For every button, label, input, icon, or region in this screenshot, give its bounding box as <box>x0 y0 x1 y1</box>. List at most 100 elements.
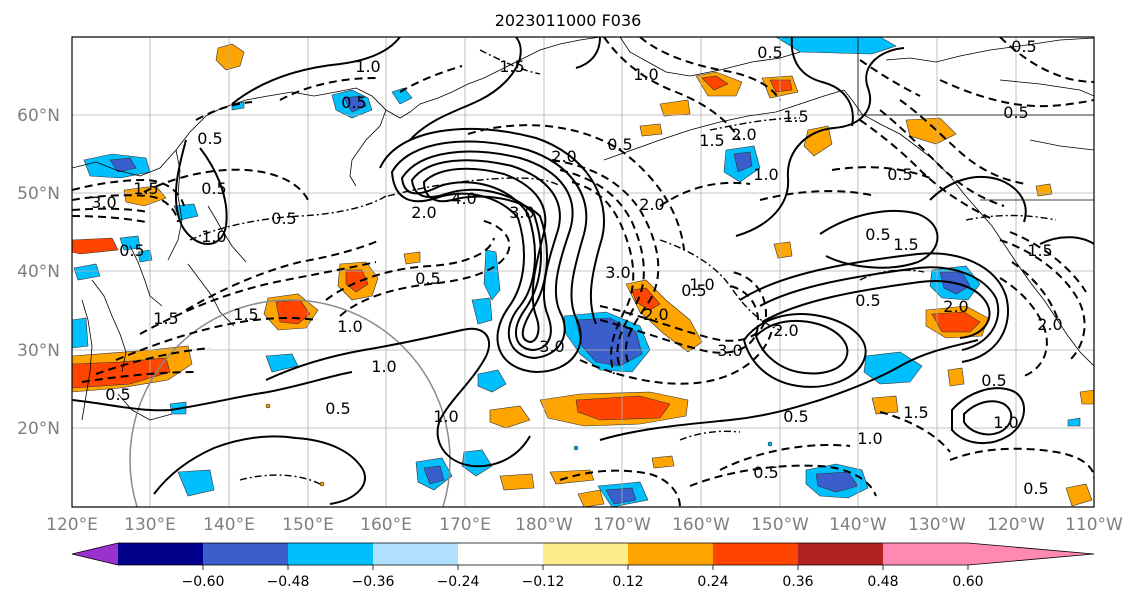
colorbar-extend-high <box>968 543 1094 565</box>
contour-label: 2.0 <box>943 297 968 316</box>
contour-label: 1.5 <box>233 305 258 324</box>
shade-blob <box>773 241 793 259</box>
contour-label: 3.0 <box>91 193 116 212</box>
contour-label: 2.0 <box>411 203 436 222</box>
shade-blob <box>72 237 119 255</box>
shade-blob <box>577 489 605 507</box>
shade-blob <box>863 351 923 385</box>
shade-blob <box>733 151 753 173</box>
colorbar-segment <box>883 543 968 565</box>
colorbar-tick-label: 0.12 <box>612 574 643 590</box>
solid-contours <box>72 37 1094 505</box>
colorbar-segment <box>798 543 883 565</box>
map-frame <box>71 36 1095 508</box>
contour-label: 2.0 <box>773 321 798 340</box>
shade-blob <box>701 75 729 91</box>
map-area: 1.0 0.5 1.5 0.5 1.0 0.5 0.5 2.0 4.0 3.0 … <box>72 37 1094 507</box>
colorbar-tick-label: −0.48 <box>267 574 310 590</box>
shade-blob <box>815 471 859 493</box>
lat-label: 50°N <box>17 184 60 204</box>
contour-label: 3.0 <box>717 341 742 360</box>
shade-blob <box>1067 417 1081 427</box>
lon-label: 120°W <box>987 515 1045 535</box>
contour-label: 1.0 <box>337 317 362 336</box>
shade-blob <box>72 317 89 349</box>
colorbar-tick-label: 0.48 <box>867 574 898 590</box>
colorbar-segment <box>118 543 203 565</box>
colorbar-tick-label: −0.60 <box>182 574 225 590</box>
shade-blob <box>119 235 141 251</box>
lon-label: 170°W <box>593 515 651 535</box>
dashdot-contours <box>189 49 1057 485</box>
lat-label: 30°N <box>17 341 60 361</box>
lon-label: 170°E <box>439 515 491 535</box>
colorbar: −0.60 −0.48 −0.36 −0.24 −0.12 0.12 0.24 … <box>71 542 1095 590</box>
lon-label: 130°E <box>124 515 176 535</box>
contour-label: 0.5 <box>1003 103 1028 122</box>
colorbar-segment <box>373 543 458 565</box>
contour-label: 1.5 <box>699 131 724 150</box>
contour-label: 1.5 <box>153 309 178 328</box>
contour-label: 3.0 <box>539 337 564 356</box>
shade-blob <box>775 37 897 55</box>
contour-label: 0.5 <box>981 371 1006 390</box>
contour-label: 1.0 <box>689 275 714 294</box>
colorbar-segment <box>628 543 713 565</box>
colorbar-tick-label: −0.36 <box>352 574 395 590</box>
shade-blob <box>499 473 535 491</box>
contour-label: 1.5 <box>1027 241 1052 260</box>
contour-label: 0.5 <box>105 385 130 404</box>
lon-label: 130°W <box>908 515 966 535</box>
contour-label: 1.5 <box>783 107 808 126</box>
contour-label: 1.5 <box>893 235 918 254</box>
contour-label: 2.0 <box>639 195 664 214</box>
shade-blob <box>123 185 167 207</box>
colorbar-segment <box>543 543 628 565</box>
shade-blob <box>489 405 531 429</box>
contour-label: 0.5 <box>201 179 226 198</box>
contour-label: 2.0 <box>1037 315 1062 334</box>
colorbar-segment <box>203 543 288 565</box>
contour-label: 0.5 <box>783 407 808 426</box>
longitude-labels: 120°E 130°E 140°E 150°E 160°E 170°E 180°… <box>46 515 1123 535</box>
shade-blob <box>73 263 101 281</box>
lon-label: 140°W <box>829 515 887 535</box>
shade-blob <box>605 487 637 505</box>
contour-label: 0.5 <box>415 269 440 288</box>
contour-label: 0.5 <box>325 399 350 418</box>
contour-label: 1.0 <box>993 413 1018 432</box>
shaded-anomalies <box>72 37 1094 507</box>
contour-label: 1.5 <box>499 57 524 76</box>
shade-blob <box>177 469 215 497</box>
shade-blob <box>931 311 981 333</box>
colorbar-ticks <box>202 565 969 570</box>
contour-label: 0.5 <box>197 129 222 148</box>
colorbar-tick-label: 0.60 <box>952 574 983 590</box>
contour-labels: 1.0 0.5 1.5 0.5 1.0 0.5 0.5 2.0 4.0 3.0 … <box>91 37 1062 498</box>
lon-label: 180°W <box>515 515 573 535</box>
contour-label: 2.0 <box>643 305 668 324</box>
contour-label: 1.0 <box>753 165 778 184</box>
contour-label: 2.0 <box>551 147 576 166</box>
contour-label: 0.5 <box>757 43 782 62</box>
contour-label: 0.5 <box>341 93 366 112</box>
colorbar-outline <box>71 542 1095 566</box>
contour-label: 0.5 <box>119 241 144 260</box>
contour-label: 0.5 <box>855 291 880 310</box>
colorbar-tick-label: −0.24 <box>437 574 480 590</box>
shade-blob <box>575 395 671 421</box>
shade-blob <box>343 95 367 113</box>
shade-blob <box>947 367 965 387</box>
shade-blob <box>1079 389 1094 405</box>
shade-blob <box>477 369 507 393</box>
shade-blob <box>109 157 137 173</box>
contour-label: 1.5 <box>133 179 158 198</box>
colorbar-segment <box>713 543 798 565</box>
shade-blob <box>345 269 369 293</box>
map-markers <box>265 403 773 487</box>
contour-label: 3.0 <box>605 263 630 282</box>
contour-label: 0.5 <box>1023 479 1048 498</box>
contour-label: 0.5 <box>865 225 890 244</box>
lon-label: 160°W <box>672 515 730 535</box>
contour-label: 1.0 <box>355 57 380 76</box>
